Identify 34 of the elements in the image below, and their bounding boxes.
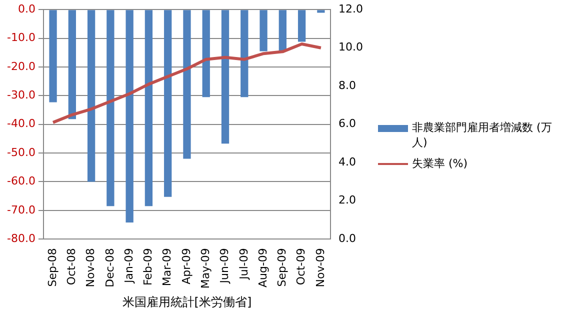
x-tick-label: May-09: [198, 248, 212, 289]
x-tick-label: Nov-08: [84, 248, 98, 288]
x-tick-label: Sep-08: [46, 248, 59, 287]
x-tick-label: Oct-08: [65, 248, 78, 286]
y2-tick-label: 6.0: [338, 117, 356, 130]
x-tick-label: Oct-09: [294, 248, 308, 286]
y-tick-label: -70.0: [6, 203, 36, 216]
x-tick-label: Mar-09: [160, 248, 174, 286]
y-tick-label: -40.0: [6, 117, 36, 130]
x-axis-title: 米国雇用統計[米労働省]: [122, 294, 252, 309]
y2-tick-label: 8.0: [338, 78, 356, 92]
y2-tick-label: 0.0: [338, 232, 356, 245]
x-tick-label: Dec-08: [103, 248, 116, 288]
legend-label: 失業率 (%): [412, 156, 468, 171]
y-tick-label: -60.0: [6, 174, 36, 188]
y-tick-label: -50.0: [6, 146, 36, 159]
x-tick-label: Nov-09: [314, 248, 327, 288]
y-tick-label: -20.0: [6, 60, 36, 73]
x-tick-label: Jan-09: [122, 248, 136, 284]
x-tick-label: Sep-09: [276, 248, 289, 287]
y2-tick-label: 12.0: [338, 2, 364, 16]
x-tick-label: Jul-09: [237, 248, 250, 280]
y2-tick-label: 4.0: [338, 155, 356, 168]
y-tick-label: -10.0: [6, 31, 36, 44]
x-tick-label: Aug-09: [256, 248, 270, 288]
y2-tick-label: 2.0: [338, 194, 356, 207]
y2-tick-label: 10.0: [338, 40, 364, 54]
x-tick-label: Jun-09: [218, 248, 232, 284]
x-tick-label: Apr-09: [180, 248, 193, 284]
y-tick-label: -80.0: [6, 232, 36, 245]
y-tick-label: 0.0: [18, 2, 36, 16]
legend-label: 非農業部門雇用者増減数 (万人): [412, 120, 553, 150]
y-tick-label: -30.0: [6, 88, 36, 102]
x-tick-label: Feb-09: [142, 248, 155, 286]
